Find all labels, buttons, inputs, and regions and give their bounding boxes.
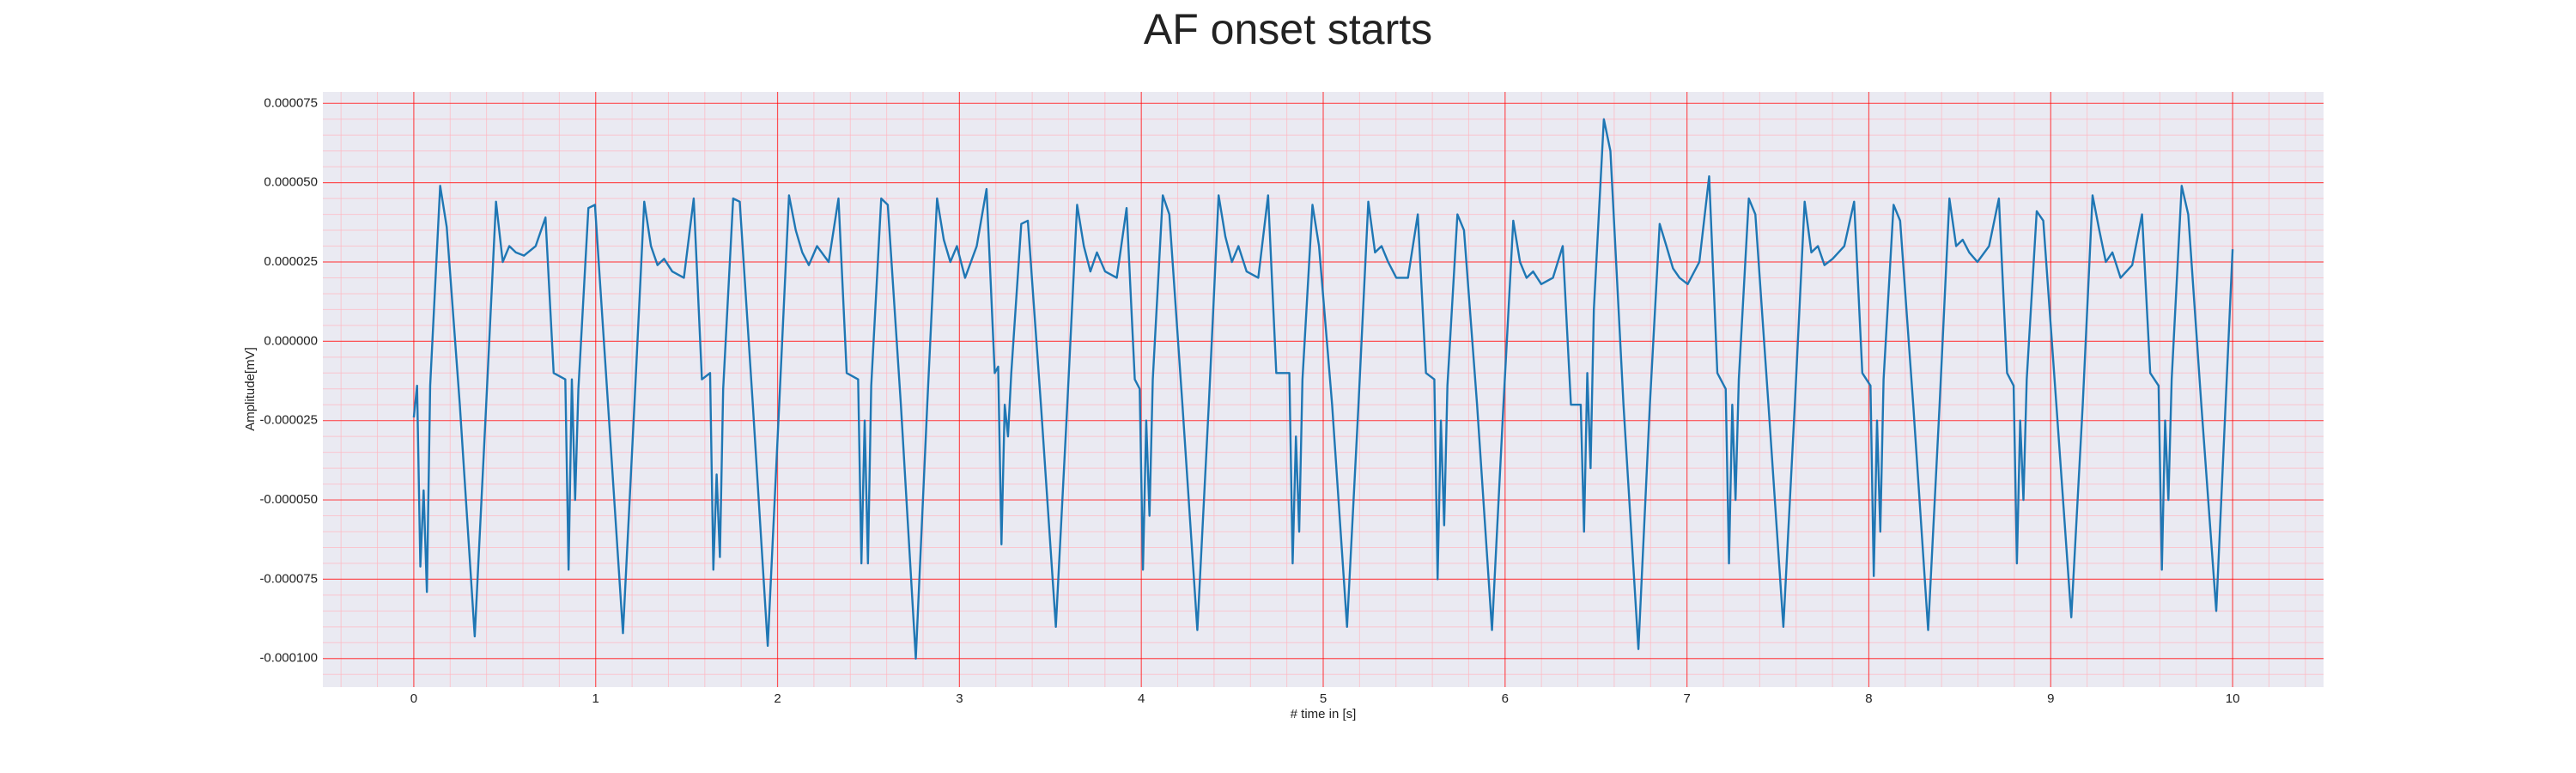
x-tick-label: 5: [1320, 691, 1327, 706]
x-tick-label: 2: [774, 691, 781, 706]
x-tick-label: 7: [1683, 691, 1690, 706]
y-tick-label: -0.000050: [259, 492, 318, 507]
y-tick-label: 0.000050: [264, 175, 318, 190]
x-tick-label: 3: [956, 691, 963, 706]
x-tick-label: 4: [1138, 691, 1145, 706]
y-tick-label: 0.000025: [264, 254, 318, 269]
y-tick-label: -0.000025: [259, 413, 318, 428]
x-tick-label: 9: [2047, 691, 2054, 706]
signal-line: [412, 118, 2234, 660]
y-axis-label: Amplitude[mV]: [243, 347, 258, 431]
y-tick-label: -0.000100: [259, 651, 318, 666]
x-tick-label: 0: [410, 691, 417, 706]
x-axis-label: # time in [s]: [1291, 707, 1357, 721]
x-tick-label: 10: [2226, 691, 2240, 706]
x-tick-label: 1: [592, 691, 599, 706]
x-tick-label: 6: [1502, 691, 1509, 706]
y-tick-label: 0.000000: [264, 333, 318, 348]
chart-title: AF onset starts: [1144, 5, 1432, 53]
x-tick-label: 8: [1865, 691, 1872, 706]
y-tick-label: 0.000075: [264, 95, 318, 110]
y-tick-label: -0.000075: [259, 571, 318, 586]
